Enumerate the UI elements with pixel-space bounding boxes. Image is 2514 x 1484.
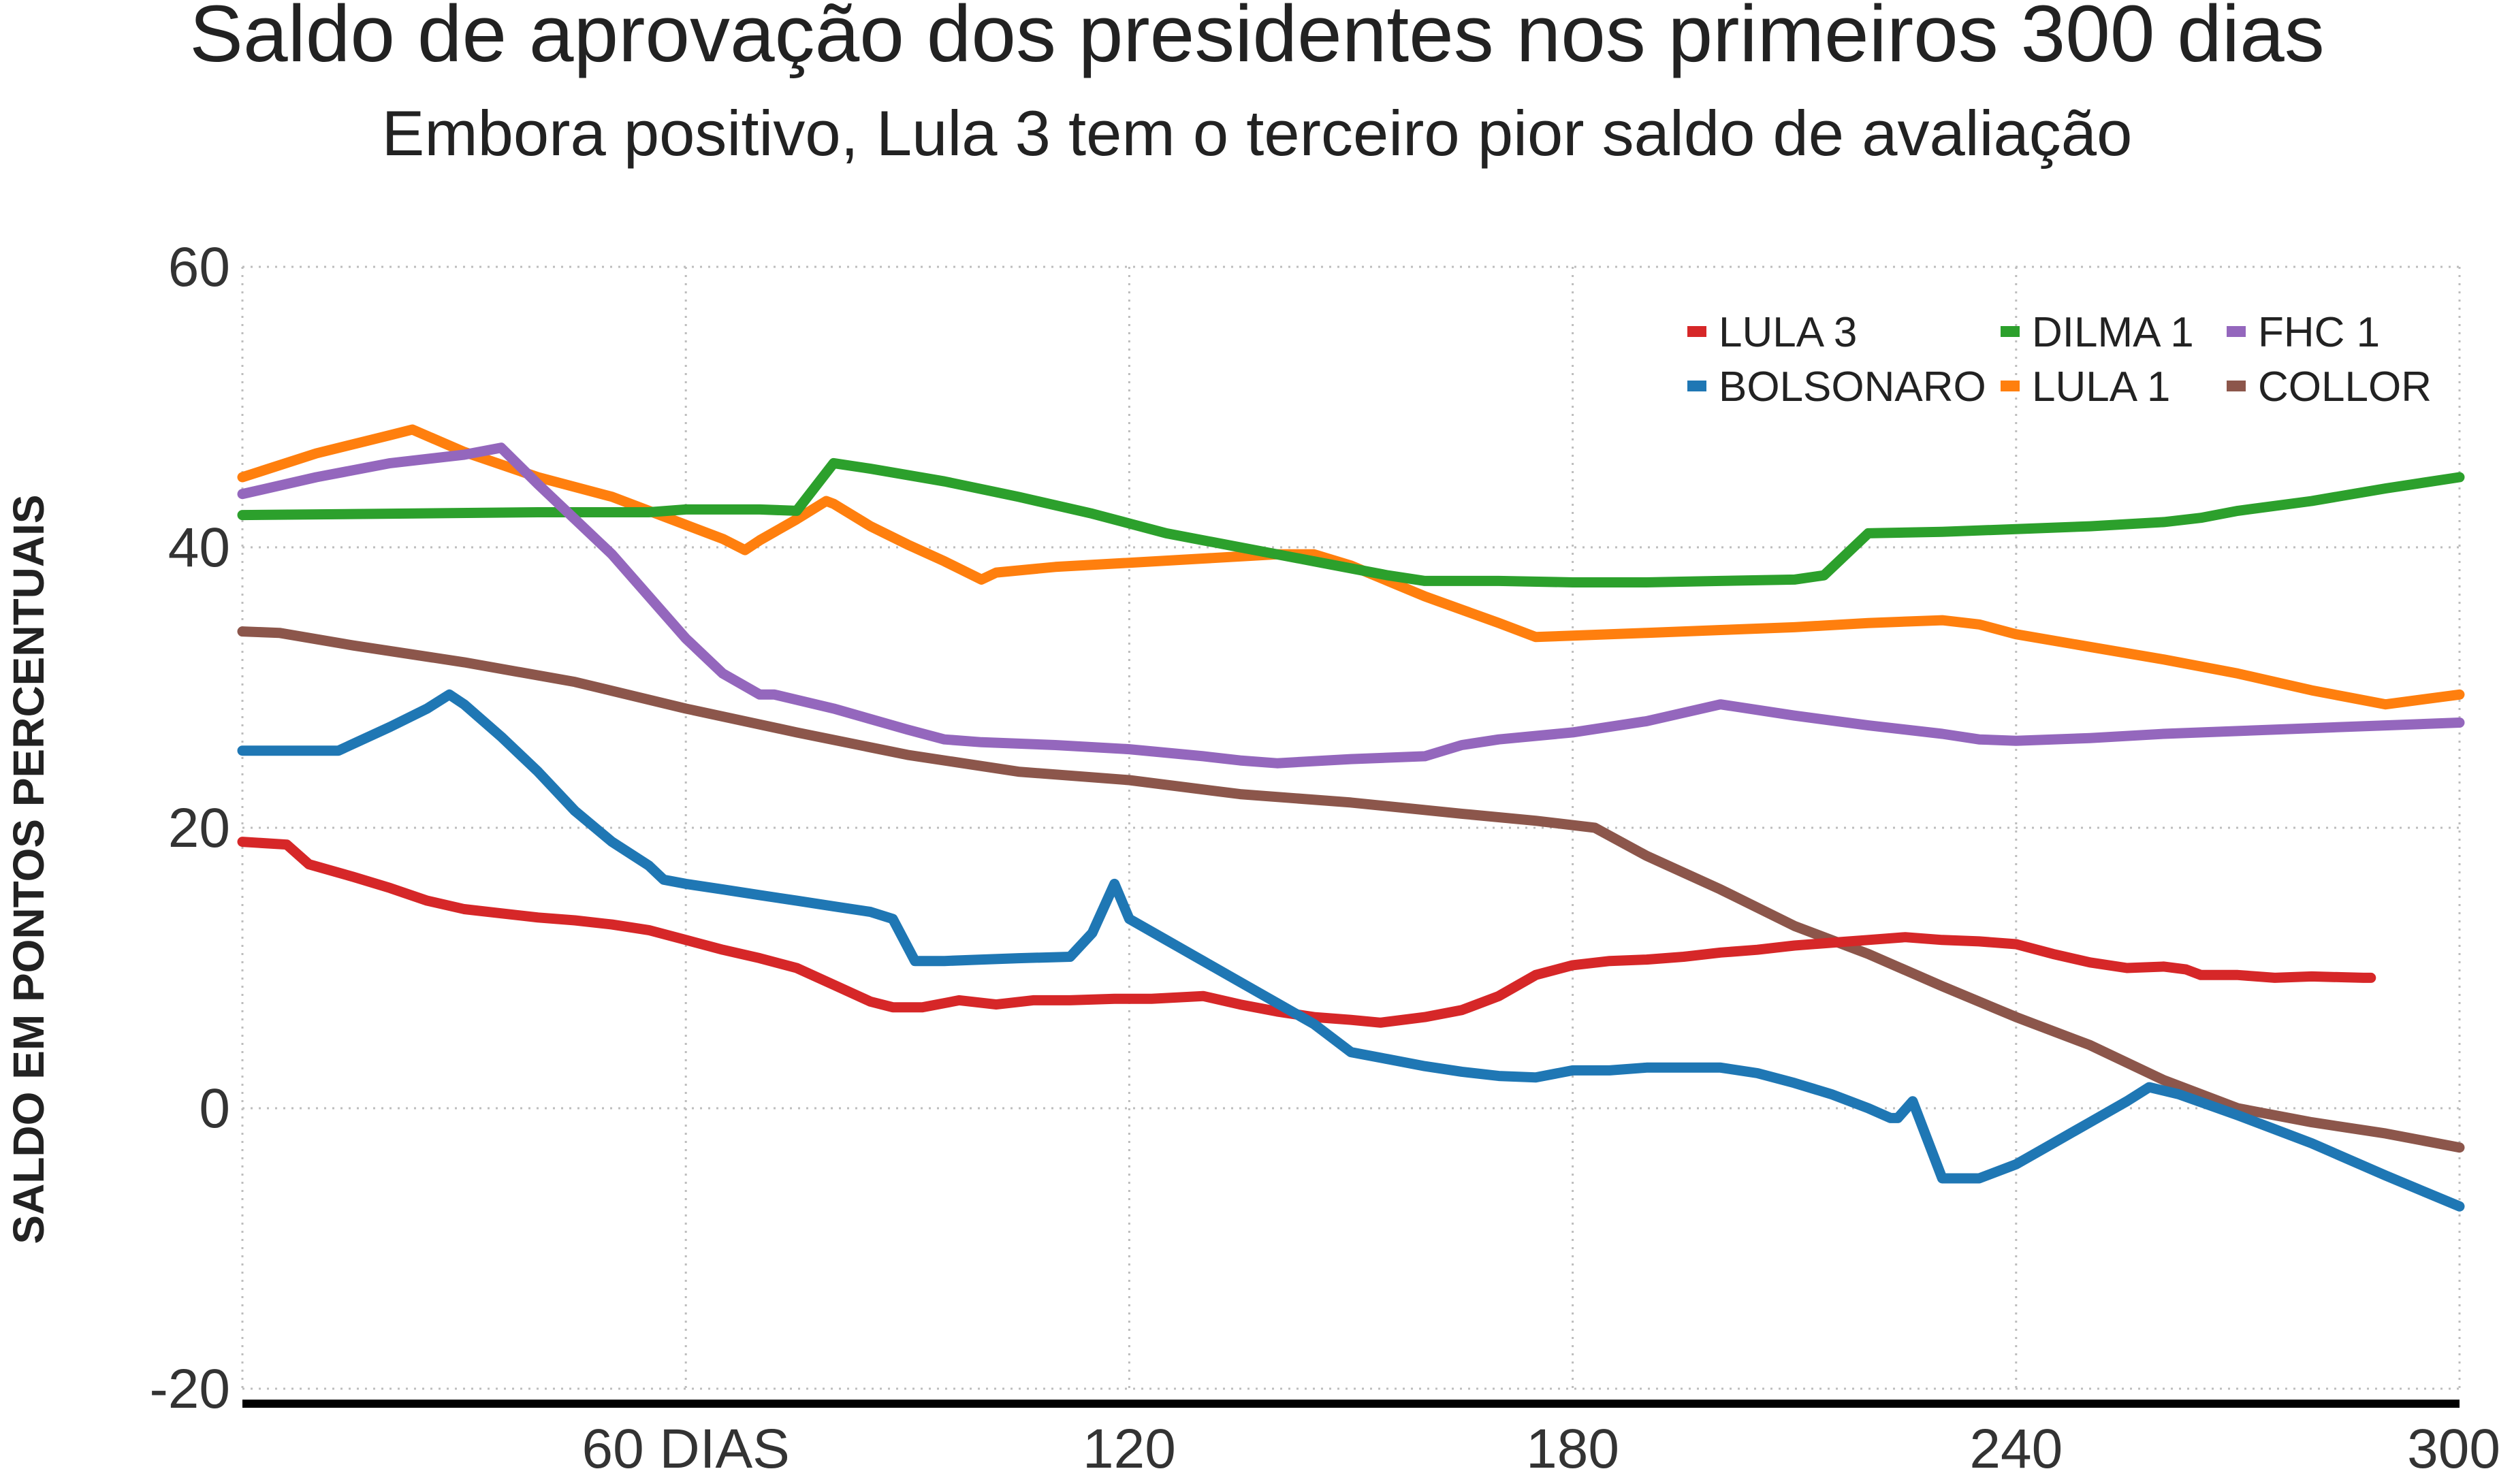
legend-swatch-lula-1 xyxy=(2001,381,2020,391)
series-line-bolsonaro xyxy=(237,689,2465,1212)
legend-label-dilma-1: DILMA 1 xyxy=(2032,309,2194,356)
legend-label-fhc-1: FHC 1 xyxy=(2258,309,2380,356)
legend-label-bolsonaro: BOLSONARO xyxy=(1719,364,1986,410)
y-tick-label: 0 xyxy=(199,1078,230,1140)
y-tick-label: 20 xyxy=(168,797,230,859)
series-line-fhc-1 xyxy=(237,442,2465,769)
legend-swatch-fhc-1 xyxy=(2227,326,2246,337)
legend-swatch-dilma-1 xyxy=(2001,326,2020,337)
x-tick-label: 120 xyxy=(1083,1418,1176,1480)
chart-title: Saldo de aprovação dos presidentes nos p… xyxy=(189,0,2324,79)
gridlines xyxy=(241,265,2461,1390)
y-tick-label: -20 xyxy=(149,1358,230,1420)
series-line-dilma-1 xyxy=(237,457,2465,587)
legend-swatch-lula-3 xyxy=(1687,326,1706,337)
legend-swatch-collor xyxy=(2227,381,2246,391)
legend-label-lula-1: LULA 1 xyxy=(2032,364,2170,410)
series-lines xyxy=(237,424,2465,1212)
y-tick-label: 40 xyxy=(168,517,230,579)
series-line-lula-1 xyxy=(237,424,2465,710)
legend-label-lula-3: LULA 3 xyxy=(1719,309,1857,356)
legend-swatch-bolsonaro xyxy=(1687,381,1706,391)
series-line-lula-3 xyxy=(237,837,2376,1028)
x-tick-label: 240 xyxy=(1969,1418,2063,1480)
y-tick-label: 60 xyxy=(168,236,230,298)
x-tick-label: 180 xyxy=(1526,1418,1619,1480)
x-tick-label: 60 DIAS xyxy=(582,1418,790,1480)
axis-ticks: 60 40 20 0 -20 60 DIAS 120 180 240 300 xyxy=(149,236,2500,1480)
legend: LULA 3 BOLSONARO DILMA 1 LULA 1 FHC 1 COLLOR xyxy=(1687,309,2432,410)
legend-label-collor: COLLOR xyxy=(2258,364,2432,410)
series-line-collor xyxy=(237,626,2465,1153)
x-tick-label: 300 xyxy=(2407,1418,2500,1480)
y-axis-label: SALDO EM PONTOS PERCENTUAIS xyxy=(4,494,53,1244)
chart-subtitle: Embora positivo, Lula 3 tem o terceiro p… xyxy=(382,97,2133,169)
